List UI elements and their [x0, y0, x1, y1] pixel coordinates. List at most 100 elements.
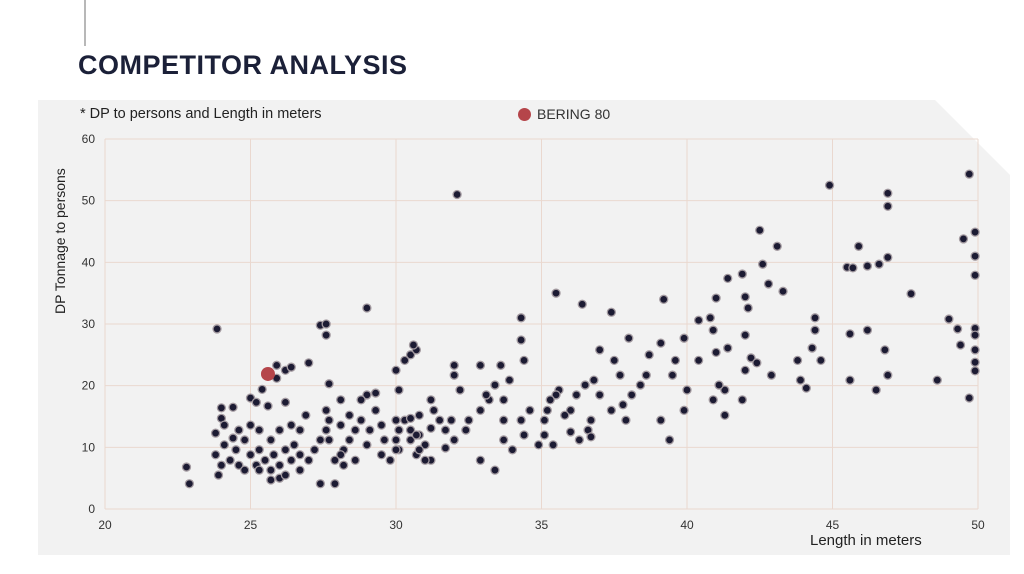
competitor-point	[286, 420, 296, 430]
competitor-point	[906, 289, 916, 299]
competitor-point	[824, 180, 835, 190]
x-tick-label: 45	[826, 518, 840, 532]
competitor-point	[356, 415, 366, 425]
competitor-point	[370, 405, 381, 415]
competitor-point	[624, 333, 634, 343]
competitor-point	[452, 189, 462, 200]
competitor-point	[810, 325, 820, 335]
competitor-point	[595, 345, 605, 355]
competitor-point	[440, 443, 451, 453]
competitor-point	[295, 425, 305, 435]
competitor-point	[336, 450, 346, 460]
competitor-point	[708, 395, 718, 405]
competitor-point	[516, 415, 526, 425]
competitor-point	[551, 390, 561, 400]
competitor-point	[792, 355, 803, 366]
competitor-point	[964, 169, 974, 179]
competitor-point	[504, 375, 515, 385]
competitor-point	[394, 425, 404, 435]
competitor-point	[309, 445, 320, 455]
competitor-point	[362, 390, 372, 400]
competitor-point	[344, 435, 355, 445]
competitor-point	[693, 355, 704, 366]
competitor-point	[519, 355, 529, 366]
competitor-point	[274, 460, 285, 470]
competitor-point	[225, 455, 235, 465]
competitor-point	[883, 370, 893, 380]
competitor-point	[606, 307, 616, 317]
competitor-point	[507, 445, 518, 455]
competitor-point	[245, 420, 256, 430]
competitor-point	[315, 479, 325, 489]
competitor-point	[228, 402, 238, 412]
competitor-point	[405, 413, 416, 424]
competitor-point	[260, 455, 270, 465]
competitor-point	[210, 428, 221, 438]
competitor-point	[391, 365, 401, 375]
competitor-point	[449, 435, 459, 445]
competitor-point	[586, 415, 596, 425]
competitor-point	[234, 460, 244, 470]
competitor-point	[499, 435, 509, 445]
competitor-point	[344, 410, 355, 420]
competitor-point	[635, 380, 646, 390]
competitor-point	[952, 324, 963, 334]
competitor-point	[606, 405, 616, 415]
competitor-point	[321, 425, 331, 435]
competitor-point	[970, 366, 980, 376]
competitor-point	[212, 324, 222, 334]
competitor-point	[475, 360, 486, 370]
y-tick-label: 10	[82, 440, 96, 454]
competitor-point	[854, 241, 864, 251]
competitor-point	[464, 415, 474, 425]
competitor-point	[240, 435, 250, 445]
competitor-point	[880, 345, 890, 355]
competitor-point	[304, 455, 314, 465]
competitor-point	[705, 313, 715, 323]
competitor-point	[955, 340, 966, 350]
competitor-point	[266, 435, 276, 445]
competitor-point	[845, 329, 855, 339]
x-tick-label: 30	[389, 518, 403, 532]
competitor-point	[723, 273, 733, 284]
competitor-point	[266, 475, 276, 485]
competitor-point	[490, 380, 500, 390]
competitor-point	[737, 395, 747, 405]
competitor-point	[801, 383, 811, 393]
competitor-point	[434, 415, 445, 425]
competitor-point	[240, 465, 250, 475]
competitor-point	[376, 420, 387, 430]
competitor-point	[621, 415, 631, 425]
competitor-point	[321, 330, 331, 340]
competitor-point	[379, 435, 390, 445]
legend-marker-icon	[518, 107, 531, 121]
competitor-point	[350, 425, 360, 435]
competitor-point	[321, 319, 331, 329]
competitor-point	[682, 385, 692, 395]
competitor-point	[400, 355, 410, 366]
competitor-point	[330, 455, 340, 465]
competitor-point	[723, 343, 733, 353]
competitor-point	[970, 330, 980, 340]
competitor-point	[641, 370, 651, 380]
competitor-point	[644, 350, 654, 360]
competitor-point	[740, 330, 750, 340]
competitor-point	[970, 345, 980, 355]
competitor-point	[426, 423, 436, 433]
competitor-point	[254, 425, 264, 435]
competitor-point	[970, 251, 980, 261]
competitor-point	[871, 385, 881, 395]
competitor-point	[475, 455, 486, 465]
competitor-point	[184, 479, 195, 489]
competitor-point	[286, 362, 296, 372]
competitor-point	[679, 405, 689, 415]
competitor-point	[778, 286, 788, 296]
competitor-point	[295, 450, 305, 460]
competitor-point	[295, 465, 305, 475]
competitor-point	[405, 350, 416, 360]
y-tick-label: 0	[88, 502, 95, 516]
competitor-point	[449, 360, 459, 370]
x-tick-label: 50	[971, 518, 985, 532]
competitor-point	[394, 385, 404, 395]
competitor-point	[420, 440, 430, 450]
